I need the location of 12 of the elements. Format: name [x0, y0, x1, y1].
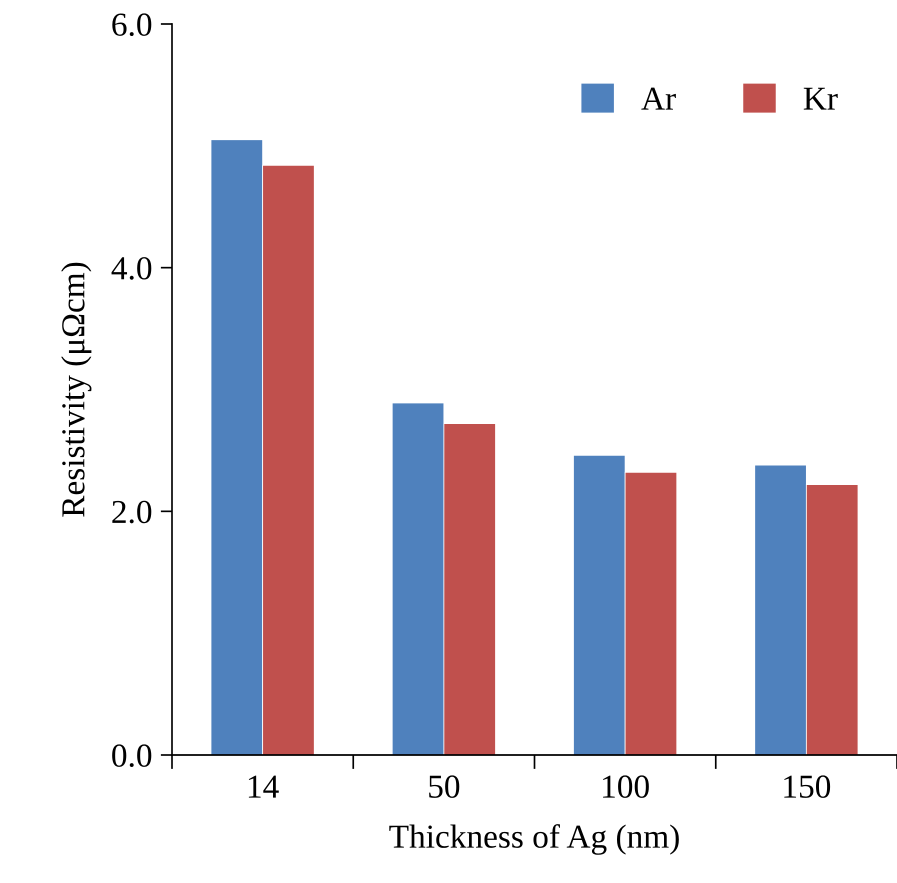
x-tick-label: 100 [603, 775, 649, 798]
y-axis-title: Resistivity (μΩcm) [61, 262, 92, 517]
legend-label: Ar [641, 88, 676, 110]
x-tick-label: 50 [429, 775, 460, 798]
x-tick-label: 14 [248, 776, 279, 798]
y-tick-label: 4.0 [112, 257, 152, 280]
legend-label: Kr [804, 88, 838, 110]
y-tick-label: 6.0 [112, 13, 152, 36]
y-tick-label: 2.0 [112, 500, 152, 524]
y-tick-label: 0.0 [112, 744, 152, 768]
x-axis-title: Thickness of Ag (nm) [389, 824, 679, 855]
x-tick-label: 150 [784, 775, 830, 798]
